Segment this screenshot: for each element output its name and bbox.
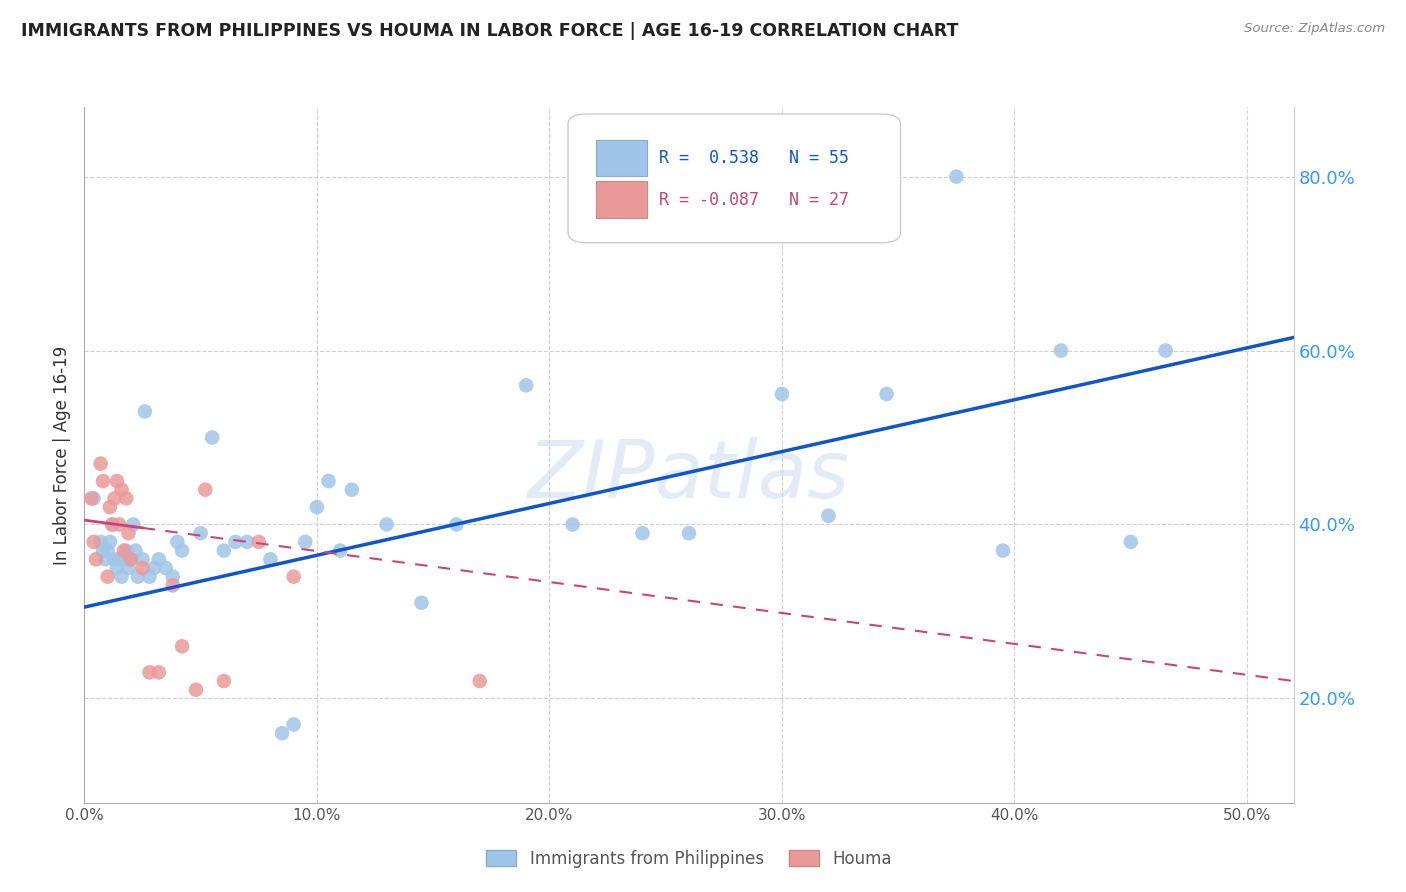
Point: [945, 169, 967, 184]
Point: [97, 543, 120, 558]
Point: [170, 639, 193, 653]
Point: [148, 552, 170, 566]
FancyBboxPatch shape: [596, 140, 647, 176]
Point: [155, 561, 177, 575]
Point: [91, 474, 114, 488]
Point: [212, 543, 235, 558]
Point: [90, 534, 112, 549]
Point: [83, 491, 105, 506]
Point: [212, 674, 235, 689]
Point: [138, 570, 160, 584]
Point: [1119, 534, 1142, 549]
Point: [124, 543, 146, 558]
Legend: Immigrants from Philippines, Houma: Immigrants from Philippines, Houma: [479, 843, 898, 874]
Point: [112, 543, 135, 558]
Point: [94, 552, 117, 566]
Point: [148, 665, 170, 680]
Point: [101, 517, 124, 532]
Point: [115, 543, 138, 558]
Point: [1050, 343, 1073, 358]
Point: [108, 517, 131, 532]
Point: [120, 552, 142, 566]
Point: [108, 552, 131, 566]
Point: [122, 517, 145, 532]
Point: [104, 552, 127, 566]
Point: [329, 543, 352, 558]
Point: [201, 430, 224, 444]
Point: [294, 534, 316, 549]
Point: [1154, 343, 1177, 358]
Point: [117, 526, 139, 541]
Point: [110, 483, 132, 497]
Point: [194, 483, 217, 497]
Point: [446, 517, 468, 532]
Point: [876, 387, 898, 401]
Point: [101, 517, 124, 532]
Point: [468, 674, 491, 689]
Point: [134, 404, 156, 418]
Point: [515, 378, 537, 392]
Point: [138, 665, 160, 680]
Point: [561, 517, 583, 532]
Point: [105, 561, 128, 575]
Point: [305, 500, 328, 514]
Point: [104, 491, 127, 506]
Point: [678, 526, 700, 541]
Point: [411, 596, 433, 610]
Point: [318, 474, 340, 488]
Point: [97, 570, 120, 584]
Point: [110, 570, 132, 584]
Text: IMMIGRANTS FROM PHILIPPINES VS HOUMA IN LABOR FORCE | AGE 16-19 CORRELATION CHAR: IMMIGRANTS FROM PHILIPPINES VS HOUMA IN …: [21, 22, 959, 40]
Point: [340, 483, 363, 497]
Point: [991, 543, 1014, 558]
FancyBboxPatch shape: [596, 181, 647, 218]
Point: [115, 491, 138, 506]
Point: [271, 726, 294, 740]
Point: [190, 526, 212, 541]
Point: [143, 561, 166, 575]
Text: R = -0.087   N = 27: R = -0.087 N = 27: [659, 191, 849, 209]
Y-axis label: In Labor Force | Age 16-19: In Labor Force | Age 16-19: [53, 345, 72, 565]
Point: [162, 578, 184, 592]
Point: [80, 491, 103, 506]
Point: [184, 682, 207, 697]
Point: [131, 552, 153, 566]
Point: [112, 552, 135, 566]
Point: [817, 508, 839, 523]
FancyBboxPatch shape: [568, 114, 901, 243]
Point: [105, 474, 128, 488]
Point: [283, 717, 305, 731]
Point: [98, 534, 121, 549]
Text: R =  0.538   N = 55: R = 0.538 N = 55: [659, 149, 849, 167]
Point: [131, 561, 153, 575]
Text: Source: ZipAtlas.com: Source: ZipAtlas.com: [1244, 22, 1385, 36]
Point: [166, 534, 188, 549]
Text: ZIPatlas: ZIPatlas: [527, 437, 851, 515]
Point: [91, 543, 114, 558]
Point: [127, 570, 149, 584]
Point: [83, 534, 105, 549]
Point: [225, 534, 247, 549]
Point: [259, 552, 281, 566]
Point: [170, 543, 193, 558]
Point: [98, 500, 121, 514]
Point: [120, 552, 142, 566]
Point: [84, 552, 107, 566]
Point: [375, 517, 398, 532]
Point: [236, 534, 259, 549]
Point: [90, 457, 112, 471]
Point: [631, 526, 654, 541]
Point: [283, 570, 305, 584]
Point: [770, 387, 793, 401]
Point: [117, 561, 139, 575]
Point: [162, 570, 184, 584]
Point: [247, 534, 270, 549]
